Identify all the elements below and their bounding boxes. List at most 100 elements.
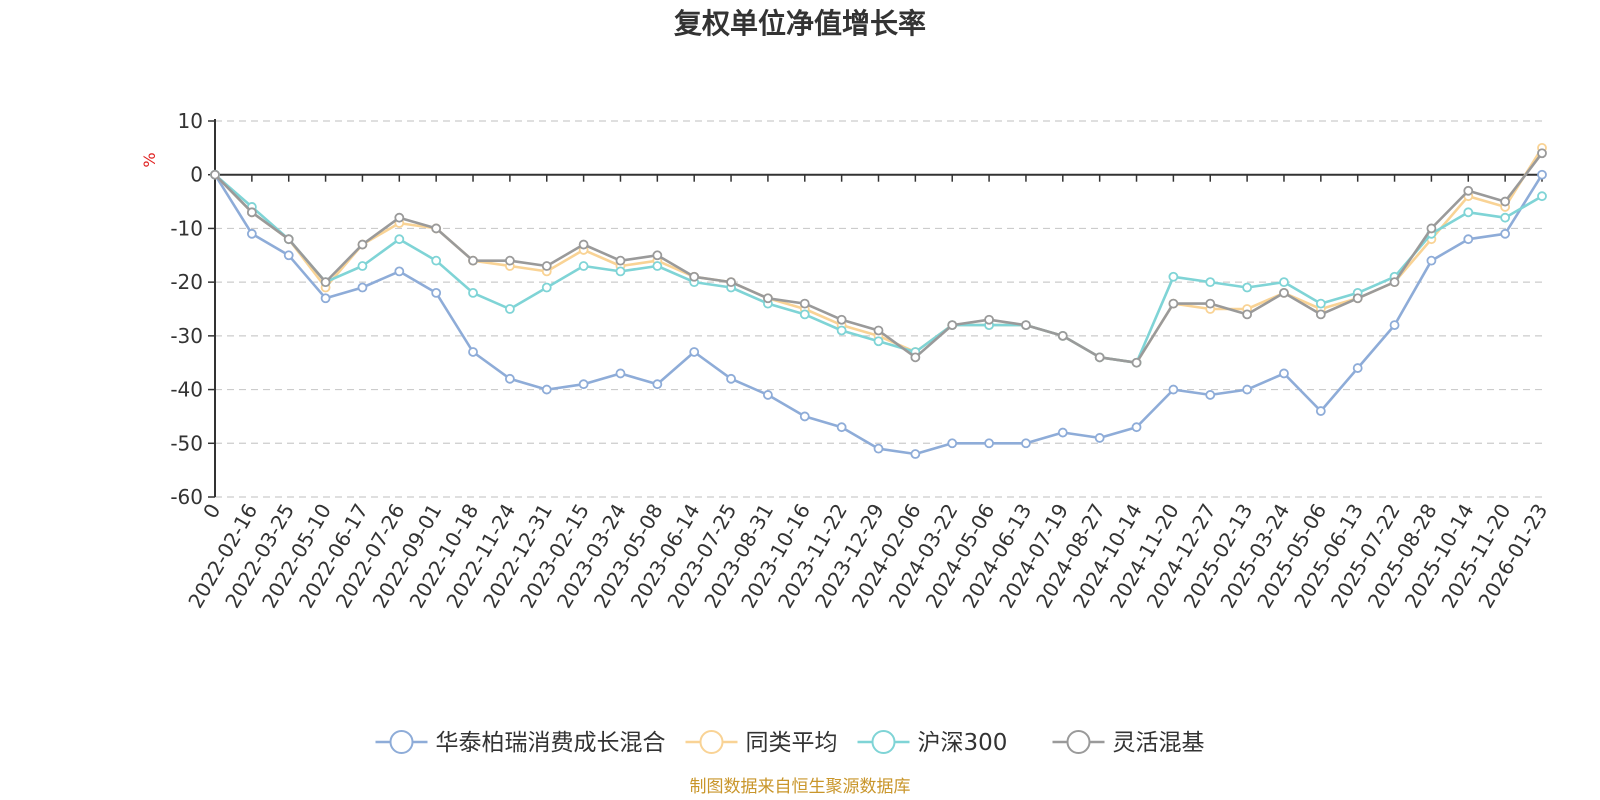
data-point <box>210 169 220 180</box>
data-point <box>689 347 700 357</box>
data-point <box>1131 422 1142 433</box>
data-point <box>763 390 773 400</box>
legend-item[interactable]: 华泰柏瑞消费成长混合 <box>375 730 666 756</box>
data-point <box>357 282 368 293</box>
data-point <box>468 287 478 298</box>
data-point <box>1426 223 1437 234</box>
data-point <box>984 314 994 325</box>
data-point <box>873 325 884 336</box>
data-point <box>615 368 626 379</box>
y-tick-label: -20 <box>170 270 203 294</box>
data-point <box>836 422 847 433</box>
y-tick-label: -10 <box>170 216 203 240</box>
data-point <box>541 384 552 395</box>
legend-item[interactable]: 灵活混基 <box>1052 730 1205 756</box>
data-point <box>984 438 994 449</box>
data-point <box>1537 148 1547 159</box>
data-point <box>431 255 442 266</box>
data-point <box>873 336 884 347</box>
data-point <box>652 261 663 271</box>
legend-label: 沪深300 <box>918 730 1008 756</box>
data-point <box>1279 287 1289 298</box>
y-tick-label: -60 <box>170 485 203 509</box>
data-point <box>615 255 626 266</box>
data-point <box>394 266 405 277</box>
data-point <box>1352 293 1363 304</box>
data-point <box>1205 298 1216 309</box>
data-point <box>1242 384 1253 395</box>
data-point <box>431 223 442 234</box>
data-point <box>468 347 478 357</box>
data-point <box>394 234 405 245</box>
data-point <box>947 438 958 449</box>
series-3 <box>210 148 1547 368</box>
data-point <box>246 228 257 239</box>
data-point <box>910 449 921 459</box>
data-point <box>431 287 442 298</box>
data-point <box>1463 185 1474 196</box>
data-point <box>1131 357 1142 368</box>
data-point <box>357 239 368 250</box>
data-point <box>1094 433 1105 443</box>
legend-marker <box>699 730 724 754</box>
data-point <box>799 298 810 309</box>
chart-title: 复权单位净值增长率 <box>674 7 926 40</box>
data-point <box>1021 438 1031 449</box>
data-point <box>578 379 589 390</box>
data-point <box>1315 309 1326 320</box>
data-point <box>652 250 663 261</box>
data-point <box>947 320 958 331</box>
data-point <box>1389 320 1400 331</box>
legend-item[interactable]: 同类平均 <box>685 730 838 756</box>
data-point <box>726 277 736 288</box>
data-point <box>283 250 294 261</box>
data-point <box>1279 368 1289 379</box>
legend-marker <box>871 730 896 754</box>
data-point <box>763 293 773 304</box>
data-point <box>726 373 736 384</box>
data-point <box>873 443 884 454</box>
data-point <box>652 379 663 390</box>
legend: 华泰柏瑞消费成长混合 同类平均 沪深300 灵活混基 <box>375 730 1205 756</box>
data-point <box>504 304 515 314</box>
y-tick-label: -50 <box>170 431 203 455</box>
data-point <box>357 261 368 271</box>
y-axis-unit: % <box>140 152 159 167</box>
data-point <box>1205 390 1216 400</box>
data-point <box>1463 234 1474 245</box>
series-0 <box>210 169 1547 459</box>
y-tick-label: -30 <box>170 324 203 348</box>
data-point <box>504 255 515 266</box>
data-point <box>320 293 331 304</box>
y-tick-label: -40 <box>170 378 203 402</box>
data-point <box>1426 255 1437 266</box>
data-point <box>1021 320 1031 331</box>
legend-item[interactable]: 沪深300 <box>857 730 1008 756</box>
y-tick-label: 10 <box>178 109 203 133</box>
data-point <box>836 325 847 336</box>
data-point <box>1500 196 1511 207</box>
data-point <box>1094 352 1105 363</box>
data-point <box>615 266 626 277</box>
data-point <box>1168 384 1179 395</box>
x-tick-label: 0 <box>198 500 225 523</box>
data-point <box>578 261 589 271</box>
legend-marker <box>389 730 414 754</box>
data-point <box>689 271 700 282</box>
series-layer <box>210 142 1547 459</box>
data-point <box>1352 363 1363 373</box>
data-point <box>799 411 810 422</box>
data-point <box>1537 169 1547 180</box>
data-point <box>1500 212 1511 223</box>
data-point <box>1315 406 1326 416</box>
legend-label: 华泰柏瑞消费成长混合 <box>436 730 666 756</box>
data-point <box>799 309 810 320</box>
data-point <box>1279 277 1289 288</box>
series-line <box>213 174 1544 456</box>
data-point <box>504 373 515 384</box>
data-point <box>320 277 331 288</box>
data-point <box>1168 271 1179 282</box>
data-point <box>1205 277 1216 288</box>
data-point <box>468 255 478 266</box>
